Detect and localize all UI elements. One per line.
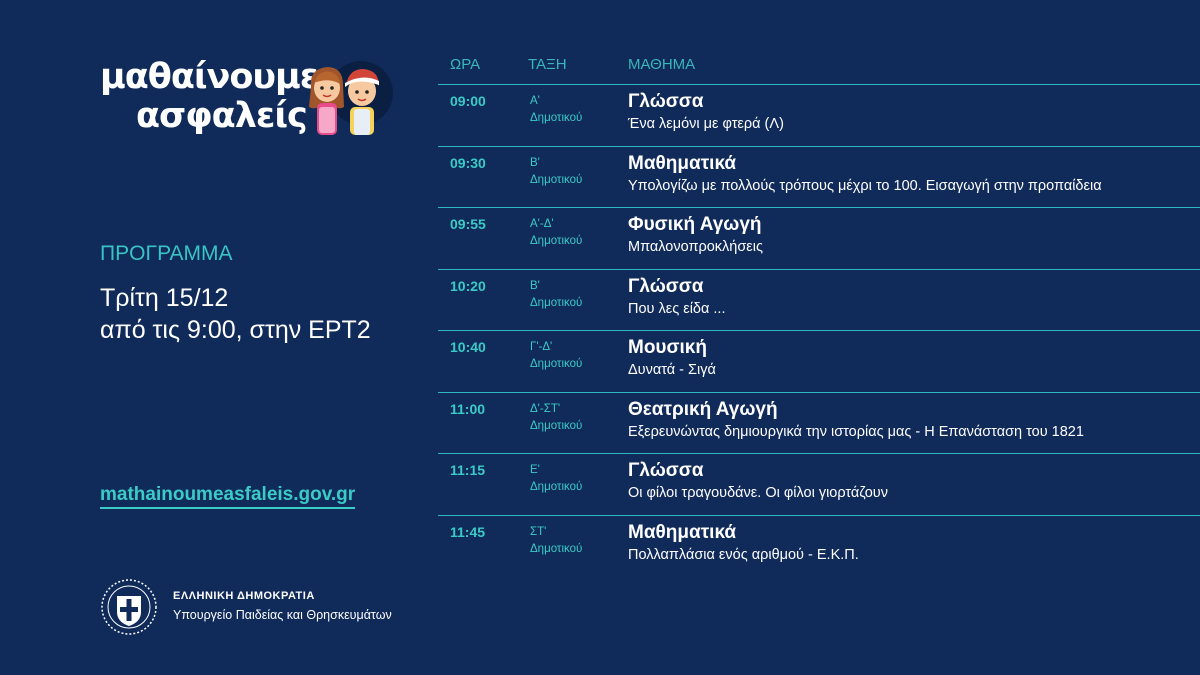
table-row: 11:00 Δ'-ΣΤ' Δημοτικού Θεατρική Αγωγή Εξερευ…	[438, 391, 1200, 454]
row-subject: Μαθηματικά	[628, 521, 737, 543]
row-grade-level: Δημοτικού	[530, 112, 583, 124]
table-row: 11:45 ΣΤ' Δημοτικού Μαθηματικά Πολλαπλάσια ε…	[438, 514, 1200, 577]
row-grade-value: Γ'-Δ'	[530, 341, 553, 353]
row-grade: Α' Δημοτικού	[530, 93, 582, 127]
program-label: ΠΡΟΓΡΑΜΜΑ	[100, 242, 233, 265]
header-grade: ΤΑΞΗ	[528, 56, 567, 73]
row-grade-value: Α'-Δ'	[530, 218, 554, 230]
row-grade: Δ'-ΣΤ' Δημοτικού	[530, 401, 582, 435]
table-header: ΩΡΑ ΤΑΞΗ ΜΑΘΗΜΑ	[438, 52, 1200, 84]
row-subject: Θεατρική Αγωγή	[628, 398, 778, 420]
logo: μαθαίνουμε ασφαλείς	[100, 57, 319, 136]
row-grade-value: Β'	[530, 156, 540, 169]
row-topic: Δυνατά - Σιγά	[628, 362, 716, 378]
row-grade: Ε' Δημοτικού	[530, 462, 582, 496]
left-panel: μαθαίνουμε ασφαλείς ΠΡΟΓΡΑΜΜΑ	[0, 0, 430, 675]
header-subject: ΜΑΘΗΜΑ	[628, 56, 696, 73]
program-date: Τρίτη 15/12 από τις 9:00, στην ΕΡΤ2	[100, 282, 371, 346]
logo-text: μαθαίνουμε ασφαλείς	[100, 57, 319, 136]
row-time: 10:40	[450, 339, 486, 355]
table-row: 10:20 Β' Δημοτικού Γλώσσα Που λες είδα ...	[438, 268, 1200, 331]
government-branding: ΕΛΛΗΝΙΚΗ ΔΗΜΟΚΡΑΤΙΑ Υπουργείο Παιδείας κ…	[100, 578, 430, 638]
row-subject: Μαθηματικά	[628, 152, 737, 174]
row-grade-value: Δ'-ΣΤ'	[530, 402, 561, 415]
table-row: 09:30 Β' Δημοτικού Μαθηματικά Υπολογίζω με π…	[438, 145, 1200, 208]
logo-line-2: ασφαλείς	[136, 96, 308, 136]
row-time: 09:00	[450, 93, 486, 109]
row-grade: ΣΤ' Δημοτικού	[530, 524, 582, 558]
row-time: 09:55	[450, 216, 486, 232]
girl-icon	[309, 67, 344, 135]
table-body: 09:00 Α' Δημοτικού Γλώσσα Ένα λεμόνι με φτερ…	[438, 84, 1200, 576]
website-link[interactable]: mathainoumeasfaleis.gov.gr	[100, 484, 356, 509]
row-time: 11:15	[450, 462, 486, 478]
row-topic: Πολλαπλάσια ενός αριθμού - Ε.Κ.Π.	[628, 546, 859, 563]
hellenic-republic-emblem-icon	[101, 579, 157, 635]
row-grade-value: ΣΤ'	[530, 525, 547, 538]
row-time: 10:20	[450, 277, 486, 294]
row-grade-level: Δημοτικού	[530, 173, 583, 186]
table-row: 11:15 Ε' Δημοτικού Γλώσσα Οι φίλοι τραγουδάν…	[438, 453, 1200, 515]
row-time: 09:30	[450, 154, 486, 171]
header-time: ΩΡΑ	[450, 56, 481, 73]
row-time: 11:45	[450, 523, 486, 540]
row-grade-level: Δημοτικού	[530, 235, 583, 247]
row-grade-level: Δημοτικού	[530, 542, 583, 555]
row-topic: Που λες είδα ...	[628, 300, 726, 317]
ministry-name: Υπουργείο Παιδείας και Θρησκευμάτων	[173, 608, 392, 622]
table-row: 10:40 Γ'-Δ' Δημοτικού Μουσική Δυνατά - Σιγά	[438, 330, 1200, 392]
row-subject: Γλώσσα	[628, 91, 704, 112]
row-topic: Εξερευνώντας δημιουργικά την ιστορίας μα…	[628, 423, 1084, 440]
row-grade: Β' Δημοτικού	[530, 155, 582, 189]
row-time: 11:00	[450, 400, 486, 417]
gov-title: ΕΛΛΗΝΙΚΗ ΔΗΜΟΚΡΑΤΙΑ	[173, 590, 315, 602]
program-date-line: Τρίτη 15/12	[100, 284, 229, 312]
row-subject: Γλώσσα	[628, 460, 704, 481]
row-grade: Β' Δημοτικού	[530, 278, 582, 312]
row-grade-value: Β'	[530, 279, 540, 292]
row-topic: Μπαλονοπροκλήσεις	[628, 239, 763, 255]
row-grade-level: Δημοτικού	[530, 296, 583, 309]
row-topic: Ένα λεμόνι με φτερά (Λ)	[628, 116, 784, 132]
row-grade-level: Δημοτικού	[530, 481, 583, 493]
table-row: 09:55 Α'-Δ' Δημοτικού Φυσική Αγωγή Μπαλονοπρ…	[438, 207, 1200, 269]
row-topic: Υπολογίζω με πολλούς τρόπους μέχρι το 10…	[628, 177, 1102, 194]
row-topic: Οι φίλοι τραγουδάνε. Οι φίλοι γιορτάζουν	[628, 485, 888, 501]
kids-illustration	[309, 61, 393, 135]
row-grade-level: Δημοτικού	[530, 419, 583, 432]
row-grade: Γ'-Δ' Δημοτικού	[530, 339, 582, 373]
row-grade-value: Ε'	[530, 464, 540, 476]
logo-line-1: μαθαίνουμε	[100, 57, 319, 97]
row-grade-value: Α'	[530, 95, 540, 107]
schedule-table: ΩΡΑ ΤΑΞΗ ΜΑΘΗΜΑ 09:00 Α' Δημοτικού Γλώσσα Έν…	[438, 52, 1200, 576]
row-grade-level: Δημοτικού	[530, 358, 583, 370]
program-time-line: από τις 9:00, στην ΕΡΤ2	[100, 316, 371, 344]
row-subject: Μουσική	[628, 337, 707, 358]
row-grade: Α'-Δ' Δημοτικού	[530, 216, 582, 250]
row-subject: Φυσική Αγωγή	[628, 214, 762, 235]
boy-icon	[345, 69, 379, 135]
row-subject: Γλώσσα	[628, 275, 704, 297]
table-row: 09:00 Α' Δημοτικού Γλώσσα Ένα λεμόνι με φτερ…	[438, 84, 1200, 146]
